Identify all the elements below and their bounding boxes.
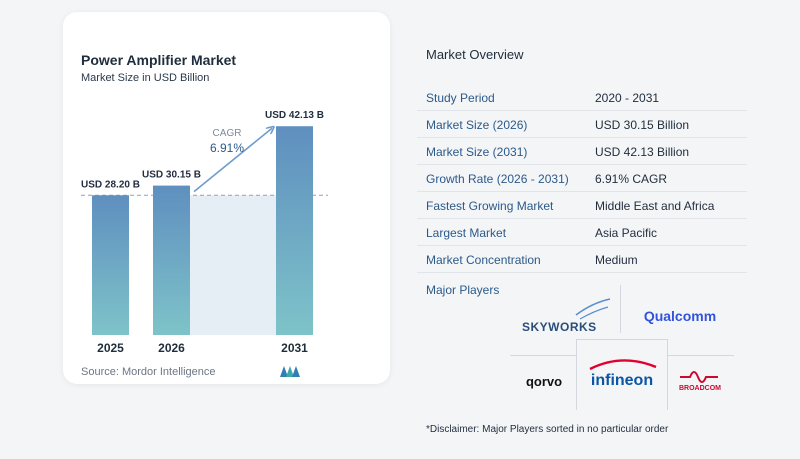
overview-key: Market Concentration bbox=[426, 253, 541, 267]
overview-value: Asia Pacific bbox=[595, 226, 658, 240]
overview-value: 2020 - 2031 bbox=[595, 91, 660, 105]
major-players-grid: SKYWORKS Qualcomm Qorvo infineon BROADCO… bbox=[510, 285, 734, 410]
overview-key: Market Size (2026) bbox=[426, 118, 528, 132]
bar-chart: USD 28.20 B 2025 USD 30.15 B 2026 USD 42.13 … bbox=[81, 110, 328, 355]
bar-data-label: USD 42.13 B bbox=[265, 110, 324, 121]
overview-value: Middle East and Africa bbox=[595, 199, 715, 213]
qorvo-wordmark: Qorvo bbox=[525, 373, 563, 389]
grid-divider bbox=[510, 355, 576, 356]
chart-card: Power Amplifier Market Market Size in US… bbox=[63, 12, 390, 384]
overview-row: Market Size (2031) USD 42.13 Billion bbox=[417, 138, 747, 165]
overview-value: Medium bbox=[595, 253, 638, 267]
x-tick-label: 2026 bbox=[158, 341, 185, 355]
cagr-label: CAGR bbox=[213, 128, 242, 139]
overview-row: Growth Rate (2026 - 2031) 6.91% CAGR bbox=[417, 165, 747, 192]
bar-data-label: USD 28.20 B bbox=[81, 179, 140, 190]
major-players-title: Major Players bbox=[426, 283, 500, 297]
qualcomm-logo: Qualcomm bbox=[630, 303, 730, 329]
cagr-value: 6.91% bbox=[210, 141, 244, 155]
overview-key: Largest Market bbox=[426, 226, 507, 240]
market-overview-title: Market Overview bbox=[426, 47, 524, 62]
qualcomm-wordmark: Qualcomm bbox=[643, 308, 717, 324]
chart-subtitle: Market Size in USD Billion bbox=[81, 72, 210, 84]
skyworks-swoosh-icon: SKYWORKS bbox=[522, 298, 611, 334]
infineon-wordmark: infineon bbox=[591, 372, 653, 389]
skyworks-wordmark: SKYWORKS bbox=[522, 320, 597, 334]
overview-value: 6.91% CAGR bbox=[595, 172, 668, 186]
mordor-logo-icon bbox=[280, 366, 300, 377]
overview-row: Market Size (2026) USD 30.15 Billion bbox=[417, 111, 747, 138]
broadcom-logo: BROADCOM bbox=[672, 365, 728, 395]
overview-key: Market Size (2031) bbox=[426, 145, 528, 159]
overview-row: Market Concentration Medium bbox=[417, 246, 747, 273]
overview-value: USD 30.15 Billion bbox=[595, 118, 690, 132]
x-tick-label: 2025 bbox=[97, 341, 124, 355]
broadcom-wordmark: BROADCOM bbox=[679, 385, 721, 392]
market-overview-table: Study Period 2020 - 2031 Market Size (20… bbox=[417, 84, 747, 273]
chart-source: Source: Mordor Intelligence bbox=[81, 366, 216, 378]
bar bbox=[92, 195, 129, 335]
overview-key: Growth Rate (2026 - 2031) bbox=[426, 172, 569, 186]
grid-divider bbox=[667, 339, 668, 410]
grid-divider bbox=[668, 355, 734, 356]
qorvo-logo: Qorvo bbox=[514, 369, 574, 393]
bar bbox=[153, 185, 190, 335]
overview-key: Fastest Growing Market bbox=[426, 199, 554, 213]
reference-band bbox=[190, 195, 276, 335]
grid-divider bbox=[576, 339, 668, 340]
grid-divider bbox=[576, 339, 577, 410]
bar-data-label: USD 30.15 B bbox=[142, 170, 201, 181]
infineon-arc-icon: infineon bbox=[589, 359, 657, 389]
bar bbox=[276, 126, 313, 335]
skyworks-logo: SKYWORKS bbox=[518, 297, 614, 337]
overview-row: Study Period 2020 - 2031 bbox=[417, 84, 747, 111]
overview-row: Largest Market Asia Pacific bbox=[417, 219, 747, 246]
overview-key: Study Period bbox=[426, 91, 495, 105]
broadcom-pulse-icon: BROADCOM bbox=[679, 371, 721, 392]
cagr-arrow bbox=[193, 128, 272, 193]
disclaimer: *Disclaimer: Major Players sorted in no … bbox=[426, 424, 669, 435]
x-tick-label: 2031 bbox=[281, 341, 308, 355]
grid-divider bbox=[620, 285, 621, 333]
overview-row: Fastest Growing Market Middle East and A… bbox=[417, 192, 747, 219]
chart-title: Power Amplifier Market bbox=[81, 52, 237, 68]
infineon-logo: infineon bbox=[580, 355, 664, 395]
overview-value: USD 42.13 Billion bbox=[595, 145, 690, 159]
